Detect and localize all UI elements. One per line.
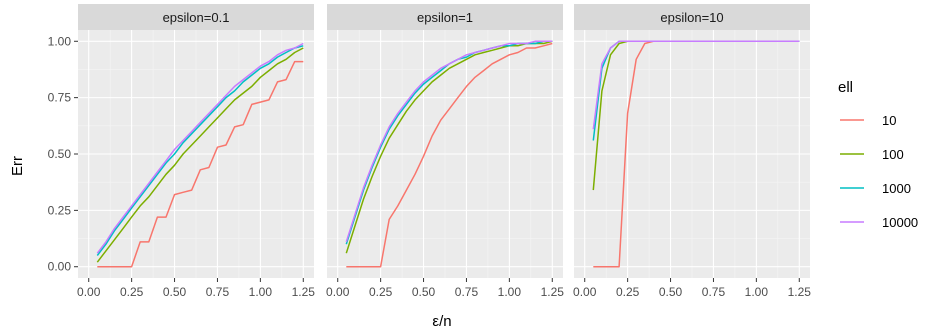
legend-item-10000: 10000 [840,215,918,230]
x-tick-label: 1.25 [292,285,316,299]
legend-label: 10000 [882,215,918,230]
series-line-10 [346,42,553,268]
legend-item-100: 100 [840,147,904,162]
legend-item-10: 10 [840,113,896,128]
y-tick-label: 0.50 [48,147,72,161]
x-tick-label: 0.25 [369,285,393,299]
legend-item-1000: 1000 [840,181,911,196]
x-tick-label: 0.00 [77,285,101,299]
facet-strip [574,4,810,30]
y-axis-title: Err [9,156,26,176]
series-line-10 [97,60,304,268]
panels: epsilon=0.1 0.00 0.25 0.50 0.75 1.00 1.25 0.00 0… [48,4,811,299]
x-tick-label: 0.25 [616,285,640,299]
panel-1: epsilon=0.1 0.00 0.25 0.50 0.75 1.00 1.25 0.00 0… [48,4,316,299]
facet-strip-label: epsilon=0.1 [163,10,230,25]
x-tick-label: 0.75 [455,285,479,299]
legend-title: ell [838,79,853,96]
legend-label: 100 [882,147,904,162]
x-tick-label: 1.25 [788,285,812,299]
facet-strip [78,4,314,30]
series-line-100 [345,40,553,254]
x-tick-label: 0.25 [120,285,144,299]
series-line-1000 [96,45,304,256]
series-line-10000 [345,40,553,243]
y-tick-label: 0.00 [48,260,72,274]
legend: ell 10 100 1000 10000 [838,79,918,230]
x-tick-label: 0.50 [659,285,683,299]
x-tick-label: 1.25 [541,285,565,299]
x-tick-label: 0.75 [702,285,726,299]
x-tick-label: 0.75 [206,285,230,299]
x-tick-label: 0.50 [412,285,436,299]
y-tick-label: 0.75 [48,91,72,105]
panel-3: epsilon=10 0.00 0.25 0.50 0.75 1.00 1.25 [573,4,811,299]
x-tick-label: 0.00 [326,285,350,299]
facet-strip-label: epsilon=10 [660,10,723,25]
facet-strip-label: epsilon=1 [417,10,473,25]
x-tick-label: 0.50 [163,285,187,299]
y-tick-label: 1.00 [48,34,72,48]
legend-label: 10 [882,113,896,128]
x-tick-label: 1.00 [498,285,522,299]
panel-2: epsilon=1 0.00 0.25 0.50 0.75 1.00 1.25 [326,4,564,299]
x-axis-title: ε/n [432,313,451,330]
y-tick-label: 0.25 [48,203,72,217]
x-tick-label: 1.00 [745,285,769,299]
x-tick-label: 1.00 [249,285,273,299]
legend-label: 1000 [882,181,911,196]
series-line-100 [96,47,304,263]
series-line-10000 [96,42,304,254]
x-tick-label: 0.00 [573,285,597,299]
facet-strip [327,4,563,30]
series-line-10000 [592,40,800,130]
